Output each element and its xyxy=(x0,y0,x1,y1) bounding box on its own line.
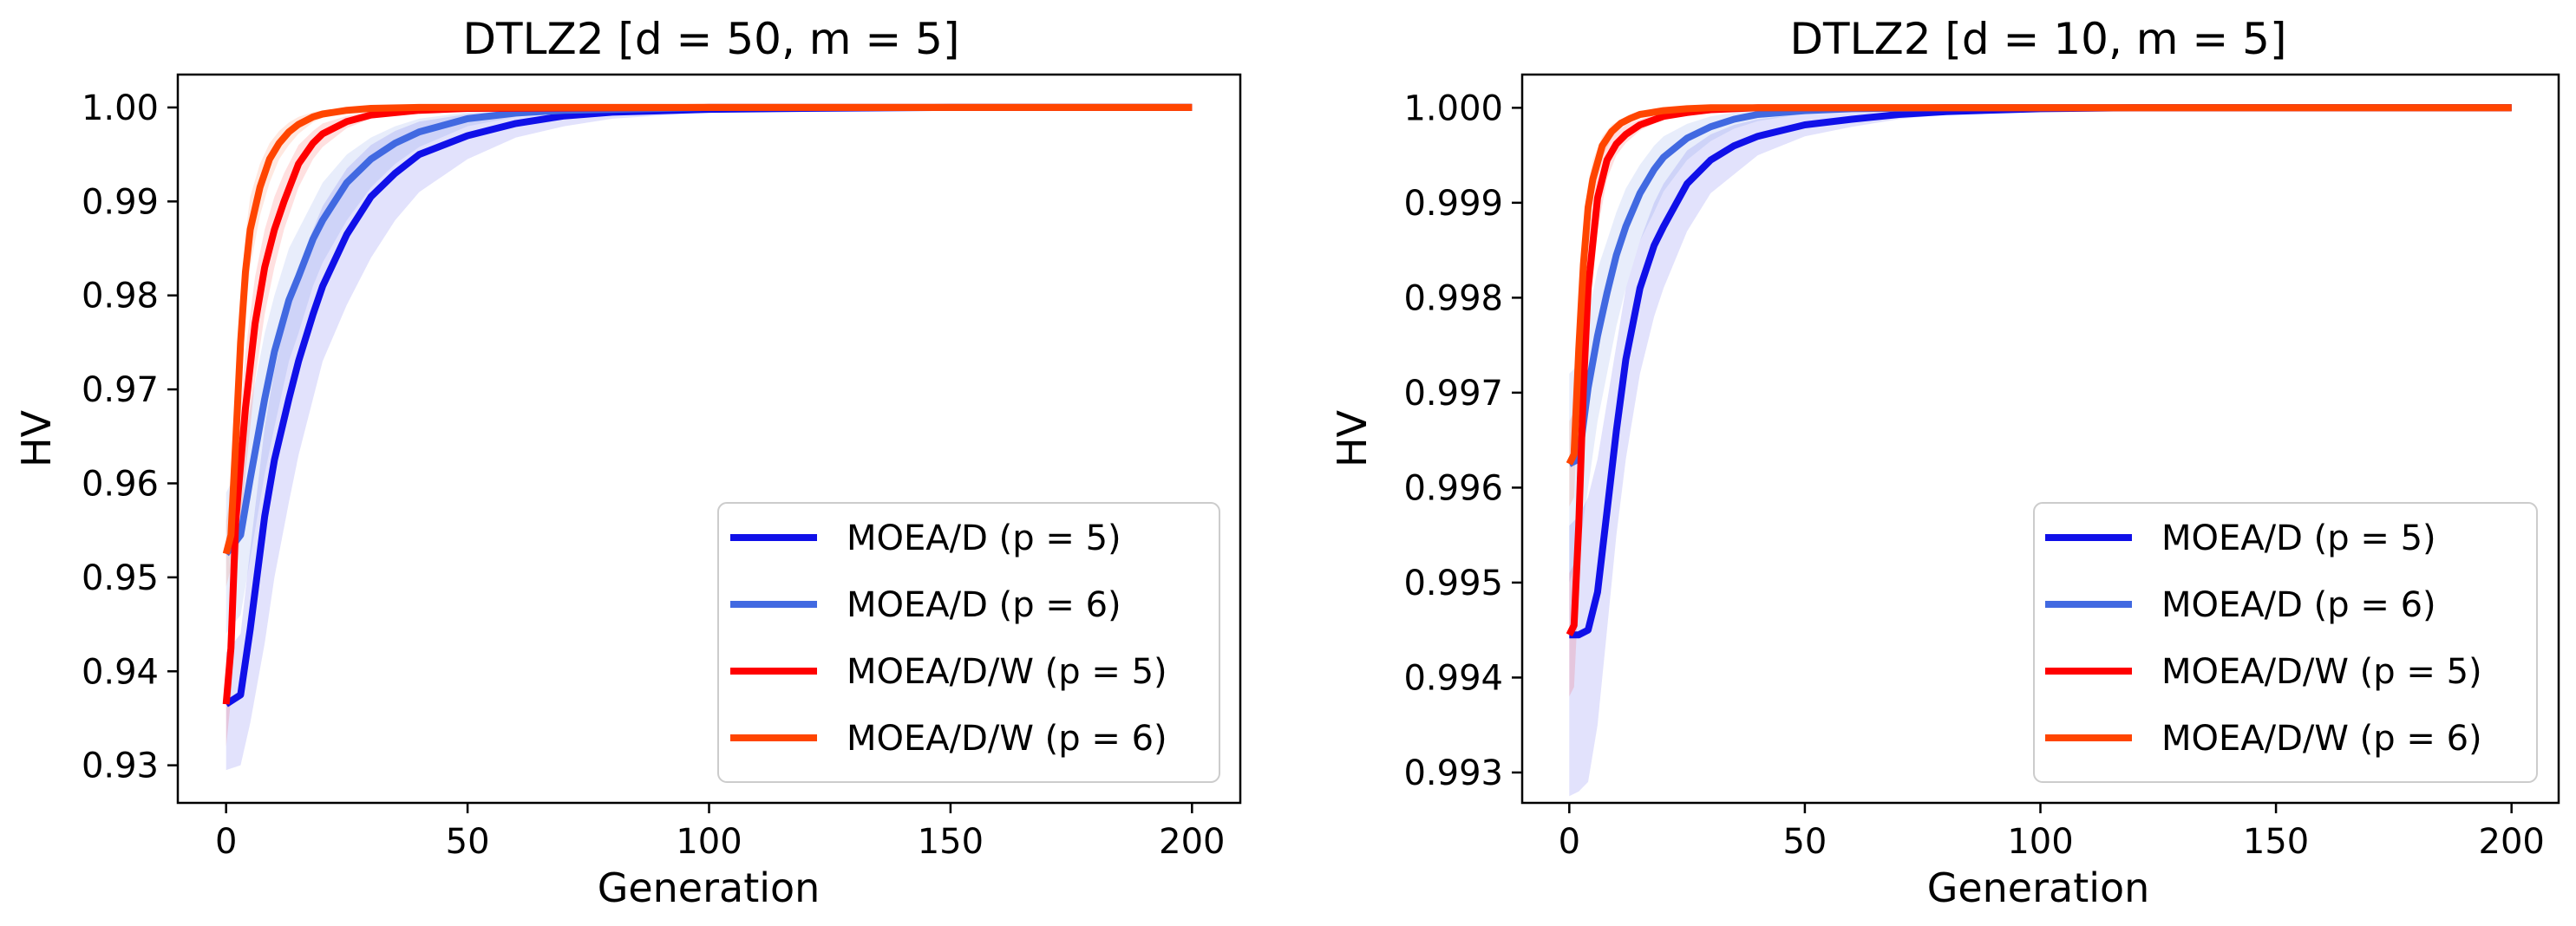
x-tick-label: 0 xyxy=(1559,822,1580,862)
y-tick-label: 0.95 xyxy=(82,558,159,598)
y-tick-label: 0.96 xyxy=(82,464,159,504)
series-line-moea-d-w-p-6 xyxy=(1566,104,2512,466)
x-axis-ticks: 0 50 100 150 200 xyxy=(1559,803,2545,862)
series-line-moea-d-w-p-6 xyxy=(222,103,1193,555)
x-tick-label: 150 xyxy=(2243,822,2309,862)
legend-box xyxy=(2033,502,2538,783)
legend-label-moeadw-p5: MOEA/D/W (p = 5) xyxy=(2161,652,2482,692)
plot-area xyxy=(1566,104,2512,797)
chart-panel-left: DTLZ2 [d = 50, m = 5] 0 50 100 150 200 0.930… xyxy=(13,14,1242,911)
chart-title: DTLZ2 [d = 50, m = 5] xyxy=(463,14,960,64)
y-tick-label: 0.996 xyxy=(1403,468,1503,508)
y-tick-label: 0.98 xyxy=(82,277,159,316)
x-axis-label: Generation xyxy=(1927,864,2150,911)
x-tick-label: 50 xyxy=(446,822,490,862)
x-tick-label: 200 xyxy=(1159,822,1225,862)
y-tick-label: 0.94 xyxy=(82,652,159,692)
y-tick-label: 1.00 xyxy=(82,88,159,128)
legend: MOEA/D (p = 5) MOEA/D (p = 6) MOEA/D/W (… xyxy=(717,502,1220,783)
y-tick-label: 0.997 xyxy=(1403,374,1503,414)
y-axis-label: HV xyxy=(1329,409,1376,467)
x-axis-ticks: 0 50 100 150 200 xyxy=(215,803,1225,862)
legend-label-moead-p5: MOEA/D (p = 5) xyxy=(2161,518,2436,558)
y-tick-label: 0.97 xyxy=(82,370,159,410)
x-tick-label: 0 xyxy=(215,822,237,862)
legend-label-moead-p6: MOEA/D (p = 6) xyxy=(2161,585,2436,625)
chart-title: DTLZ2 [d = 10, m = 5] xyxy=(1790,14,2287,64)
legend-label-moeadw-p6: MOEA/D/W (p = 6) xyxy=(847,719,1167,759)
x-tick-label: 100 xyxy=(2007,822,2073,862)
legend-box xyxy=(717,502,1220,783)
x-tick-label: 150 xyxy=(918,822,984,862)
y-axis-ticks: 0.93 0.94 0.95 0.96 0.97 0.98 0.99 1.00 xyxy=(82,88,178,786)
legend-label-moead-p6: MOEA/D (p = 6) xyxy=(847,585,1121,625)
y-axis-label: HV xyxy=(13,409,60,467)
x-axis-label: Generation xyxy=(598,864,821,911)
plot-area xyxy=(222,103,1193,771)
y-tick-label: 0.993 xyxy=(1403,753,1503,793)
y-tick-label: 0.995 xyxy=(1403,564,1503,603)
y-tick-label: 0.93 xyxy=(82,747,159,786)
x-tick-label: 200 xyxy=(2479,822,2545,862)
x-tick-label: 100 xyxy=(676,822,742,862)
legend-label-moead-p5: MOEA/D (p = 5) xyxy=(847,518,1121,558)
y-tick-label: 0.999 xyxy=(1403,184,1503,224)
y-tick-label: 0.994 xyxy=(1403,658,1503,698)
y-tick-label: 1.000 xyxy=(1403,88,1503,128)
legend-label-moeadw-p6: MOEA/D/W (p = 6) xyxy=(2161,719,2482,759)
legend: MOEA/D (p = 5) MOEA/D (p = 6) MOEA/D/W (… xyxy=(2033,502,2538,783)
chart-panel-right: DTLZ2 [d = 10, m = 5] 0 50 100 150 200 0.993… xyxy=(1329,14,2560,911)
x-tick-label: 50 xyxy=(1782,822,1827,862)
legend-label-moeadw-p5: MOEA/D/W (p = 5) xyxy=(847,652,1167,692)
y-tick-label: 0.99 xyxy=(82,182,159,222)
y-axis-ticks: 0.993 0.994 0.995 0.996 0.997 0.998 0.999 1.000 xyxy=(1403,88,1522,793)
y-tick-label: 0.998 xyxy=(1403,278,1503,318)
